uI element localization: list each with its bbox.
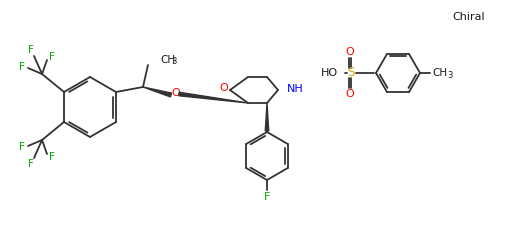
- Text: F: F: [28, 45, 34, 55]
- Text: O: O: [172, 88, 180, 98]
- Text: 3: 3: [447, 70, 453, 79]
- Polygon shape: [143, 87, 172, 97]
- Text: F: F: [264, 192, 270, 202]
- Text: CH: CH: [160, 55, 175, 65]
- Text: F: F: [19, 62, 25, 72]
- Text: O: O: [346, 47, 354, 57]
- Text: CH: CH: [433, 68, 447, 78]
- Polygon shape: [179, 92, 248, 103]
- Text: O: O: [346, 89, 354, 99]
- Text: F: F: [28, 159, 34, 169]
- Text: S: S: [347, 67, 355, 79]
- Text: F: F: [19, 142, 25, 152]
- Text: 3: 3: [171, 58, 176, 67]
- Polygon shape: [265, 103, 269, 131]
- Text: HO: HO: [321, 68, 338, 78]
- Text: F: F: [49, 152, 55, 162]
- Text: Chiral: Chiral: [452, 12, 485, 22]
- Text: F: F: [49, 52, 55, 62]
- Text: NH: NH: [287, 84, 304, 94]
- Text: O: O: [220, 83, 228, 93]
